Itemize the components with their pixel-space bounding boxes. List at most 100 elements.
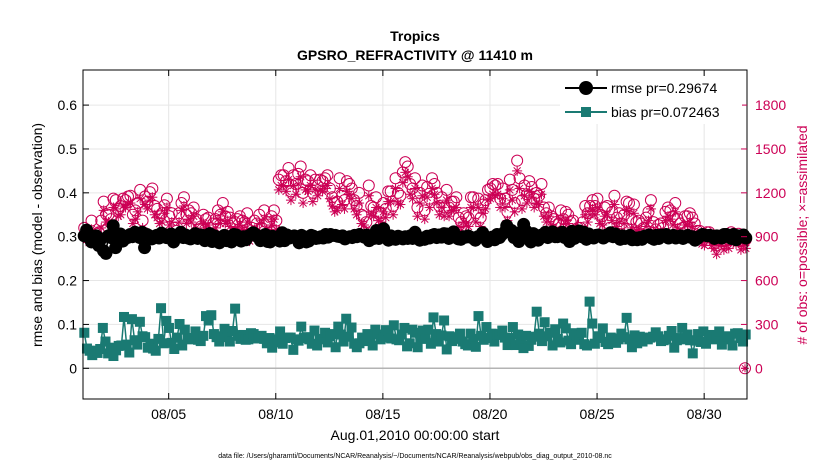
obs-assimilated-marker	[285, 195, 296, 206]
obs-assimilated-stroke	[328, 202, 337, 210]
obs-count-layer	[78, 154, 752, 375]
bias-point	[677, 322, 688, 333]
obs-assimilated-stroke	[381, 213, 390, 222]
obs-assimilated-stroke	[270, 215, 278, 224]
obs-assimilated-marker	[188, 211, 199, 222]
obs-assimilated-marker	[371, 202, 382, 213]
bias-point	[153, 333, 164, 344]
obs-assimilated-stroke	[153, 213, 162, 222]
obs-assimilated-stroke	[287, 196, 295, 204]
bias-point	[441, 344, 452, 355]
obs-assimilated-stroke	[518, 205, 526, 213]
obs-assimilated-stroke	[671, 207, 680, 216]
bias-point	[682, 329, 693, 340]
obs-assimilated-marker	[514, 183, 525, 194]
obs-assimilated-marker	[380, 212, 391, 223]
obs-assimilated-marker	[628, 208, 639, 219]
axes: 08/05 08/10 08/15 08/20 08/25 08/30 0 0.1 0.2 0.3…	[58, 70, 786, 422]
obs-assimilated-stroke	[158, 218, 166, 226]
bias-series	[79, 296, 751, 362]
bias-point	[100, 336, 111, 347]
obs-assimilated-marker	[217, 206, 228, 217]
bias-point	[169, 343, 180, 354]
obs-assimilated-stroke	[406, 190, 414, 199]
bias-point	[171, 332, 182, 343]
bias-point	[618, 332, 629, 343]
obs-assimilated-stroke	[133, 207, 142, 216]
obs-assimilated-stroke	[506, 186, 514, 194]
obs-assimilated-marker	[607, 215, 618, 226]
y2-tick-label: 1800	[755, 97, 786, 113]
obs-assimilated-stroke	[588, 205, 597, 213]
bias-point	[510, 340, 521, 351]
obs-assimilated-stroke	[99, 206, 108, 215]
bias-point	[465, 328, 476, 339]
rmse-point	[739, 231, 753, 245]
bias-point	[738, 336, 749, 347]
bias-point	[203, 315, 214, 326]
legend-rmse-label: rmse pr=0.29674	[611, 80, 717, 96]
obs-assimilated-stroke	[364, 191, 373, 200]
bias-point	[521, 330, 532, 341]
y2-tick-label: 1200	[755, 185, 786, 201]
obs-assimilated-marker	[125, 198, 136, 209]
bias-point	[497, 325, 508, 336]
obs-assimilated-marker	[346, 193, 357, 204]
obs-assimilated-marker	[645, 203, 656, 214]
obs-assimilated-marker	[293, 179, 304, 190]
obs-assimilated-stroke	[666, 215, 675, 224]
bias-point	[576, 327, 587, 338]
bias-point	[174, 318, 185, 329]
bias-point	[687, 348, 698, 359]
obs-assimilated-stroke	[372, 203, 380, 212]
obs-assimilated-stroke	[167, 218, 176, 226]
obs-assimilated-stroke	[428, 184, 436, 193]
bias-point	[166, 337, 177, 348]
bias-point	[386, 333, 397, 344]
bias-point	[428, 312, 439, 323]
obs-assimilated-marker	[298, 198, 309, 209]
bias-point	[423, 324, 434, 335]
obs-assimilated-stroke	[218, 207, 227, 216]
obs-assimilated-marker	[259, 214, 270, 225]
bias-point	[317, 333, 328, 344]
obs-assimilated-stroke	[396, 200, 405, 209]
obs-assimilated-stroke	[430, 190, 439, 199]
obs-assimilated-stroke	[111, 205, 120, 213]
bias-point	[277, 338, 288, 349]
obs-assimilated-stroke	[308, 197, 317, 206]
bias-point	[140, 332, 151, 343]
bias-point	[163, 322, 174, 333]
obs-assimilated-stroke	[340, 205, 349, 213]
obs-assimilated-stroke	[355, 199, 363, 207]
bias-point	[425, 338, 436, 349]
bias-point	[534, 328, 545, 339]
bias-point	[309, 325, 320, 336]
bias-point	[206, 310, 217, 321]
bias-point	[365, 331, 376, 342]
obs-assimilated-marker	[115, 209, 126, 220]
obs-assimilated-stroke	[379, 207, 388, 216]
obs-assimilated-marker	[589, 209, 600, 220]
obs-assimilated-stroke	[116, 210, 125, 219]
obs-assimilated-marker	[735, 244, 746, 255]
bias-point	[547, 340, 558, 351]
obs-assimilated-marker	[429, 189, 440, 200]
bias-point	[267, 342, 278, 353]
bias-point	[404, 338, 415, 349]
obs-assimilated-stroke	[644, 216, 653, 225]
obs-assimilated-marker	[395, 199, 406, 210]
obs-assimilated-stroke	[398, 178, 407, 187]
bias-point	[150, 345, 161, 356]
obs-assimilated-stroke	[474, 203, 483, 212]
bias-point	[584, 296, 595, 307]
bias-point	[613, 334, 624, 345]
obs-assimilated-marker	[512, 165, 523, 176]
obs-assimilated-stroke	[501, 203, 509, 212]
bias-point	[515, 334, 526, 345]
y2-axis-label: # of obs: o=possible; ×=assimilated	[794, 125, 810, 344]
bias-point	[695, 336, 706, 347]
y-tick-label: 0.3	[58, 229, 78, 245]
bias-point	[489, 336, 500, 347]
obs-assimilated-marker	[324, 193, 335, 204]
